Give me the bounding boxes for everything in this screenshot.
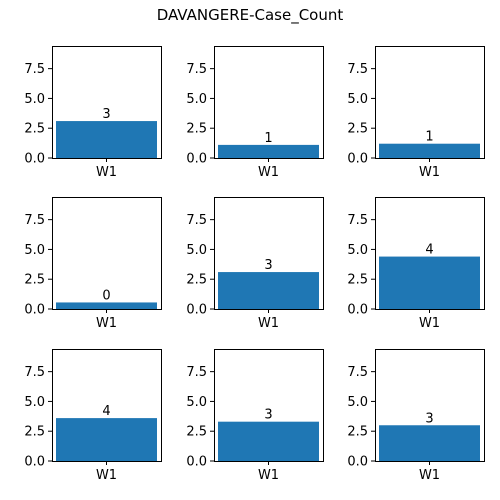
y-tick-label: 2.5 — [186, 273, 207, 288]
y-tick-label: 7.5 — [186, 365, 207, 380]
axes-frame — [52, 349, 162, 462]
subplot-5: 3 W1 0.0 2.5 5.0 7.5 — [186, 197, 324, 331]
bar — [218, 421, 319, 461]
bar — [56, 418, 157, 461]
data-label: 3 — [102, 107, 110, 122]
y-tick-label: 0.0 — [24, 303, 45, 318]
axes-frame — [375, 197, 485, 310]
y-tick-label: 7.5 — [347, 62, 368, 77]
subplot-1: 3 W1 0.0 2.5 5.0 7.5 — [24, 46, 162, 180]
x-tick-label: W1 — [419, 165, 440, 180]
y-tick-label: 2.5 — [24, 273, 45, 288]
y-tick-label: 7.5 — [186, 213, 207, 228]
y-tick-label: 0.0 — [186, 303, 207, 318]
y-tick-label: 5.0 — [347, 395, 368, 410]
y-tick-label: 5.0 — [347, 92, 368, 107]
y-tick-label: 7.5 — [24, 365, 45, 380]
y-tick-label: 2.5 — [347, 273, 368, 288]
subplot-6: 4 W1 0.0 2.5 5.0 7.5 — [347, 197, 485, 331]
y-tick-label: 2.5 — [186, 425, 207, 440]
data-label: 1 — [264, 131, 272, 146]
data-label: 1 — [425, 130, 433, 145]
axes-frame — [214, 349, 324, 462]
axes-frame — [52, 46, 162, 159]
axes-frame — [214, 46, 324, 159]
y-tick-label: 7.5 — [24, 62, 45, 77]
y-tick-label: 5.0 — [24, 243, 45, 258]
x-tick-label: W1 — [258, 316, 279, 331]
axes-frame — [375, 349, 485, 462]
bar — [218, 272, 319, 309]
bar — [56, 121, 157, 158]
subplot-9: 3 W1 0.0 2.5 5.0 7.5 — [347, 349, 485, 483]
y-tick-label: 2.5 — [347, 122, 368, 137]
y-tick-label: 7.5 — [186, 62, 207, 77]
y-tick-label: 5.0 — [24, 395, 45, 410]
y-tick-label: 2.5 — [24, 122, 45, 137]
bar — [379, 143, 480, 158]
x-tick-label: W1 — [258, 468, 279, 483]
data-label: 3 — [264, 258, 272, 273]
x-tick-label: W1 — [419, 468, 440, 483]
subplot-3: 1 W1 0.0 2.5 5.0 7.5 — [347, 46, 485, 180]
x-tick-label: W1 — [258, 165, 279, 180]
y-tick-label: 5.0 — [24, 92, 45, 107]
x-tick-label: W1 — [419, 316, 440, 331]
subplot-4: 0 W1 0.0 2.5 5.0 7.5 — [24, 197, 162, 331]
x-tick-label: W1 — [96, 316, 117, 331]
y-tick-label: 2.5 — [186, 122, 207, 137]
data-label: 3 — [425, 411, 433, 426]
bar — [218, 144, 319, 158]
subplot-7: 4 W1 0.0 2.5 5.0 7.5 — [24, 349, 162, 483]
y-tick-label: 7.5 — [347, 365, 368, 380]
y-tick-label: 7.5 — [347, 213, 368, 228]
y-tick-label: 5.0 — [347, 243, 368, 258]
y-tick-label: 5.0 — [186, 395, 207, 410]
axes-frame — [52, 197, 162, 310]
y-tick-label: 5.0 — [186, 243, 207, 258]
bar — [379, 256, 480, 309]
y-tick-label: 0.0 — [186, 455, 207, 470]
y-tick-label: 0.0 — [347, 455, 368, 470]
y-tick-label: 0.0 — [186, 152, 207, 167]
subplot-2: 1 W1 0.0 2.5 5.0 7.5 — [186, 46, 324, 180]
y-tick-label: 7.5 — [24, 213, 45, 228]
data-label: 4 — [102, 404, 110, 419]
y-tick-label: 0.0 — [24, 455, 45, 470]
y-tick-label: 2.5 — [347, 425, 368, 440]
subplot-8: 3 W1 0.0 2.5 5.0 7.5 — [186, 349, 324, 483]
bar — [56, 302, 157, 309]
data-label: 0 — [102, 288, 110, 303]
data-label: 3 — [264, 408, 272, 423]
x-tick-label: W1 — [96, 165, 117, 180]
figure-title: DAVANGERE-Case_Count — [156, 6, 344, 24]
axes-frame — [375, 46, 485, 159]
x-tick-label: W1 — [96, 468, 117, 483]
bar — [379, 425, 480, 461]
axes-frame — [214, 197, 324, 310]
y-tick-label: 0.0 — [347, 152, 368, 167]
y-tick-label: 5.0 — [186, 92, 207, 107]
data-label: 4 — [425, 243, 433, 258]
y-tick-label: 2.5 — [24, 425, 45, 440]
y-tick-label: 0.0 — [24, 152, 45, 167]
y-tick-label: 0.0 — [347, 303, 368, 318]
